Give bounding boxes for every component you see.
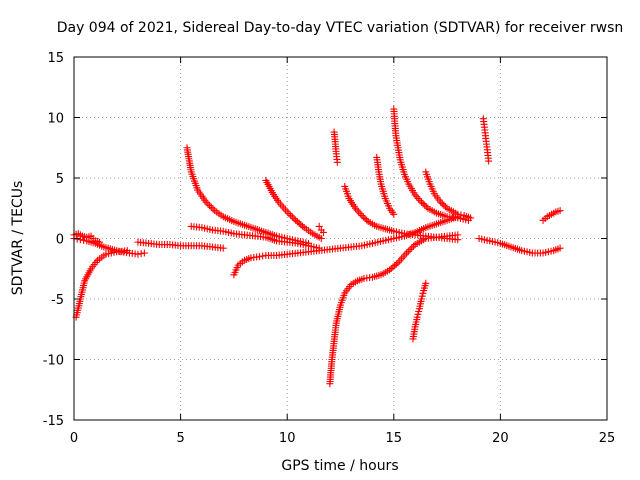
data-point-interp (442, 203, 450, 211)
x-tick-label: 15 (386, 431, 403, 446)
data-point (319, 228, 327, 236)
data-point-interp (387, 265, 395, 273)
data-point-interp (408, 244, 416, 252)
data-point (403, 249, 411, 257)
data-point (96, 238, 104, 246)
data-point (556, 244, 564, 252)
data-point-interp (392, 260, 400, 268)
data-point-interp (391, 262, 399, 270)
y-tick-label: 10 (47, 112, 64, 127)
y-tick-label: 0 (56, 233, 64, 248)
data-point-interp (440, 201, 448, 209)
data-point-interp (206, 202, 214, 210)
data-point-interp (288, 213, 296, 221)
data-point (358, 212, 366, 220)
data-point-interp (419, 200, 427, 208)
data-point-interp (293, 218, 301, 226)
data-point-interp (438, 200, 446, 208)
data-point-interp (290, 215, 298, 223)
x-tick-label: 0 (70, 431, 78, 446)
data-point-interp (422, 203, 430, 211)
data-point (292, 216, 300, 224)
data-point (202, 198, 210, 206)
data-point (418, 198, 426, 206)
data-point-interp (80, 236, 88, 244)
y-tick-label: 5 (56, 172, 64, 187)
y-tick-label: -5 (51, 293, 64, 308)
data-point-interp (409, 242, 417, 250)
data-point-interp (73, 235, 81, 243)
data-point (390, 210, 398, 218)
data-point (283, 208, 291, 216)
x-tick-label: 10 (279, 431, 296, 446)
data-point-interp (406, 246, 414, 254)
data-point-interp (457, 211, 465, 219)
data-point (454, 210, 462, 218)
data-point-interp (363, 216, 371, 224)
data-point (333, 158, 341, 166)
data-point-interp (204, 200, 212, 208)
chart-title: Day 094 of 2021, Sidereal Day-to-day VTE… (57, 20, 624, 36)
data-point (437, 198, 445, 206)
data-point (315, 222, 323, 230)
data-point (485, 157, 493, 165)
data-point (317, 235, 325, 242)
data-point-interp (137, 250, 145, 258)
data-point-interp (295, 219, 303, 227)
data-point (386, 266, 394, 274)
data-point-interp (361, 215, 369, 223)
data-point-interp (207, 203, 215, 211)
data-point-interp (421, 201, 429, 209)
data-point-interp (359, 213, 367, 221)
x-tick-label: 25 (599, 431, 616, 446)
x-tick-label: 5 (176, 431, 184, 446)
data-point (134, 250, 142, 258)
data-point-interp (259, 252, 267, 260)
axis-ticks: 0 5 10 15 20 25 -15 -10 -5 0 5 10 15 (43, 51, 616, 446)
data-point (556, 207, 564, 215)
data-point-interp (389, 263, 397, 271)
y-tick-label: -15 (43, 414, 64, 429)
x-tick-label: 20 (492, 431, 509, 446)
data-point-interp (297, 221, 305, 229)
data-point-interp (285, 210, 293, 218)
data-series (70, 105, 564, 388)
y-tick-label: -10 (43, 354, 64, 369)
data-point-interp (404, 247, 412, 255)
data-point (255, 253, 263, 261)
data-point-interp (209, 205, 217, 213)
y-tick-label: 15 (47, 51, 64, 66)
data-point (123, 247, 131, 255)
data-point (219, 244, 227, 252)
data-point-interp (287, 211, 295, 219)
data-point (422, 279, 430, 287)
data-point (467, 214, 475, 222)
data-point (454, 236, 462, 244)
y-axis-title: SDTVAR / TECUs (10, 181, 26, 296)
x-axis-title: GPS time / hours (281, 458, 398, 474)
data-point-interp (299, 222, 307, 230)
data-point (140, 249, 148, 257)
